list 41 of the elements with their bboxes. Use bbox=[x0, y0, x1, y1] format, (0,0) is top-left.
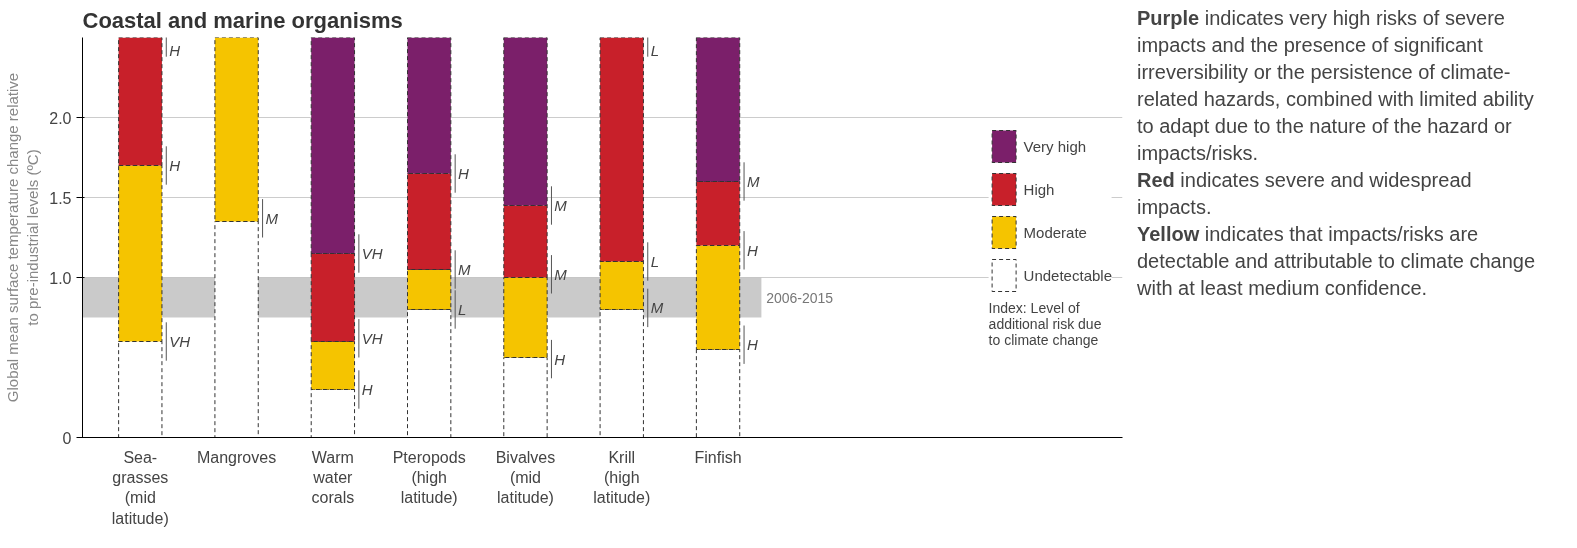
annotation: M bbox=[554, 197, 568, 214]
annotation: M bbox=[265, 209, 279, 227]
annotation: L bbox=[458, 301, 467, 318]
x-tick-label: Sea- grasses (mid latitude) bbox=[111, 448, 169, 527]
band-label: 2006-2015 bbox=[766, 289, 834, 306]
chart-title: Coastal and marine organisms bbox=[82, 7, 403, 33]
annotation: H bbox=[554, 350, 566, 368]
annotation: M bbox=[746, 173, 760, 190]
annotation: M bbox=[650, 299, 664, 317]
text: Yellow indicates that impacts/risks are detectable and attributable to climate change with at least medium confidence. bbox=[1137, 223, 1536, 299]
legend-label: Very high bbox=[1023, 137, 1087, 155]
annotation: H bbox=[746, 241, 758, 259]
legend-title: Index: Level of additional risk due to climate change bbox=[988, 300, 1103, 348]
y-axis-title: Global mean surface temperature change relative to pre-industrial levels (ºC) bbox=[3, 72, 42, 403]
legend-label: Undetectable bbox=[1023, 266, 1112, 284]
x-tick-label: Mangroves bbox=[197, 448, 277, 466]
annotation: L bbox=[650, 41, 659, 59]
x-tick-label: Krill (high latitude) bbox=[593, 448, 651, 507]
x-tick-label: Bivalves (mid latitude) bbox=[495, 448, 556, 507]
y-tick-label: 1.0 bbox=[49, 269, 72, 287]
annotation: M bbox=[458, 261, 472, 278]
annotation: H bbox=[169, 41, 181, 59]
annotation: H bbox=[169, 157, 181, 174]
x-tick-label: Warm water corals bbox=[311, 448, 355, 507]
y-tick-label: 0 bbox=[62, 429, 72, 447]
annotation: VH bbox=[361, 245, 383, 262]
annotation: VH bbox=[361, 329, 383, 347]
x-tick-label: Pteropods (high latitude) bbox=[392, 448, 466, 507]
text: Purple indicates very high risks of severe impacts and the presence of significant irreversibility or the persistence of climate-related hazards, combined with limited ability to adapt due to the nature of the hazard or impacts/risks. bbox=[1137, 7, 1534, 164]
legend-label: Moderate bbox=[1023, 223, 1087, 241]
annotation: H bbox=[361, 381, 373, 398]
annotation: VH bbox=[169, 333, 191, 350]
y-tick-label: 2.0 bbox=[49, 109, 72, 127]
y-tick-label: 1.5 bbox=[49, 189, 72, 207]
annotation: M bbox=[554, 265, 568, 283]
annotation: H bbox=[458, 165, 470, 182]
text: Red indicates severe and widespread impacts. bbox=[1137, 169, 1472, 218]
annotation: L bbox=[650, 253, 659, 270]
x-tick-label: Finfish bbox=[694, 448, 742, 466]
legend-label: High bbox=[1023, 180, 1055, 198]
annotation: H bbox=[746, 336, 758, 354]
